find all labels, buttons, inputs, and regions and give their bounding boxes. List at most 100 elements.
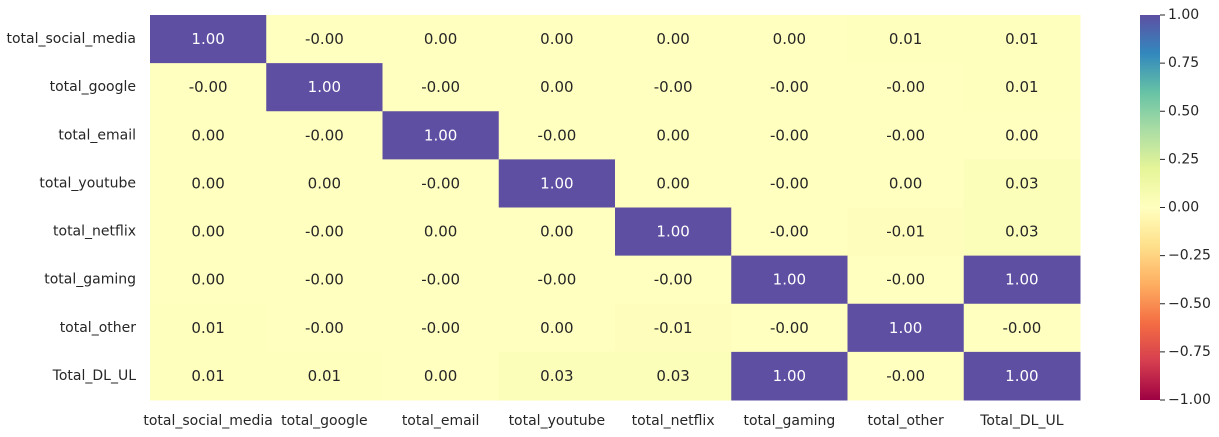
cell-value-label: 0.01	[1005, 30, 1038, 48]
row-tick-label: total_social_media	[6, 31, 136, 47]
cell-value-label: 0.00	[191, 271, 224, 289]
colorbar-tick-label: 1.00	[1168, 7, 1199, 23]
cell-value-label: 0.00	[540, 319, 573, 337]
heatmap-cell	[731, 63, 848, 112]
heatmap-cell	[731, 111, 848, 160]
cell-value-label: 0.01	[308, 367, 341, 385]
cell-value-label: 1.00	[773, 367, 806, 385]
heatmap-cell	[266, 351, 383, 401]
heatmap-cell	[963, 159, 1081, 208]
column-tick-label: total_netflix	[632, 413, 715, 429]
heatmap-cell	[847, 255, 965, 305]
heatmap-cell	[266, 111, 383, 160]
heatmap-cell-labels: 1.00 -0.00 0.00 0.00 0.00 0.00 0.01 0.01 -0.00 1.…	[189, 30, 1042, 385]
heatmap-cell	[615, 351, 732, 401]
heatmap-cell	[266, 15, 383, 64]
heatmap-cell	[615, 207, 732, 257]
cell-value-label: 0.00	[773, 30, 806, 48]
colorbar-tick-label: −0.25	[1168, 248, 1211, 264]
heatmap-cell	[266, 207, 383, 257]
column-tick-label: total_google	[281, 413, 367, 429]
cell-value-label: -0.00	[189, 78, 228, 96]
cell-value-label: 0.03	[540, 367, 573, 385]
cell-value-label: 0.00	[424, 30, 457, 48]
heatmap-cell	[847, 15, 965, 64]
heatmap-cell	[615, 255, 732, 305]
cell-value-label: -0.00	[886, 367, 925, 385]
heatmap-cell	[266, 255, 383, 305]
row-tick-label: total_email	[58, 127, 136, 143]
colorbar-tick-label: 0.00	[1168, 200, 1199, 216]
cell-value-label: -0.00	[770, 223, 809, 241]
heatmap-cell	[963, 111, 1081, 160]
heatmap-cell	[382, 111, 500, 160]
heatmap-cell	[150, 63, 267, 112]
heatmap-cell	[498, 15, 616, 64]
column-tick-labels: total_social_media total_google total_emai…	[143, 413, 1063, 429]
cell-value-label: -0.00	[421, 319, 460, 337]
heatmap-cell	[498, 207, 616, 257]
heatmap-cell	[731, 15, 848, 64]
cell-value-label: 1.00	[656, 223, 689, 241]
heatmap-cell	[266, 303, 383, 353]
cell-value-label: -0.00	[1002, 319, 1041, 337]
cell-value-label: -0.00	[305, 319, 344, 337]
heatmap-cell	[498, 111, 616, 160]
heatmap-cell	[150, 15, 267, 64]
heatmap-cell	[382, 255, 500, 305]
colorbar-tick-label: −0.75	[1168, 344, 1211, 360]
cell-value-label: 0.01	[191, 319, 224, 337]
heatmap-cell	[382, 15, 500, 64]
heatmap-cell	[963, 255, 1081, 305]
heatmap-cell	[847, 111, 965, 160]
cell-value-label: -0.00	[886, 126, 925, 144]
heatmap-cell	[150, 303, 267, 353]
heatmap-cell	[963, 15, 1081, 64]
cell-value-label: -0.00	[421, 174, 460, 192]
cell-value-label: 1.00	[540, 174, 573, 192]
column-tick-label: total_gaming	[743, 413, 835, 429]
heatmap-cell	[615, 63, 732, 112]
heatmap-cell	[150, 207, 267, 257]
column-tick-label: total_email	[402, 413, 480, 429]
cell-value-label: 0.00	[191, 174, 224, 192]
heatmap-cell	[382, 303, 500, 353]
heatmap-cell	[963, 303, 1081, 353]
cell-value-label: -0.00	[305, 30, 344, 48]
colorbar-gradient	[1140, 15, 1160, 400]
cell-value-label: -0.00	[770, 319, 809, 337]
cell-value-label: 0.03	[1005, 223, 1038, 241]
heatmap-cell	[963, 207, 1081, 257]
cell-value-label: -0.00	[770, 126, 809, 144]
heatmap-cell	[847, 159, 965, 208]
heatmap-cell	[847, 207, 965, 257]
cell-value-label: -0.00	[654, 271, 693, 289]
heatmap-cell	[150, 111, 267, 160]
cell-value-label: -0.00	[421, 271, 460, 289]
colorbar-tick-label: −1.00	[1168, 392, 1211, 408]
row-tick-label: total_other	[60, 320, 137, 336]
heatmap-cell	[498, 255, 616, 305]
heatmap-cell	[150, 255, 267, 305]
cell-value-label: 0.00	[308, 174, 341, 192]
row-tick-labels: total_social_media total_google total_emai…	[6, 31, 136, 384]
heatmap-cell	[731, 159, 848, 208]
cell-value-label: -0.00	[770, 174, 809, 192]
cell-value-label: 1.00	[308, 78, 341, 96]
row-tick-label: Total_DL_UL	[52, 368, 137, 384]
heatmap-cell	[731, 351, 848, 401]
cell-value-label: -0.00	[305, 223, 344, 241]
column-tick-label: total_youtube	[509, 413, 606, 429]
cell-value-label: -0.00	[305, 126, 344, 144]
heatmap-cell	[498, 63, 616, 112]
cell-value-label: -0.00	[537, 271, 576, 289]
cell-value-label: -0.00	[537, 126, 576, 144]
cell-value-label: -0.00	[886, 78, 925, 96]
cell-value-label: 1.00	[773, 271, 806, 289]
heatmap-cell	[498, 159, 616, 208]
row-tick-label: total_youtube	[39, 175, 136, 191]
cell-value-label: 0.00	[656, 30, 689, 48]
cell-value-label: 1.00	[1005, 367, 1038, 385]
